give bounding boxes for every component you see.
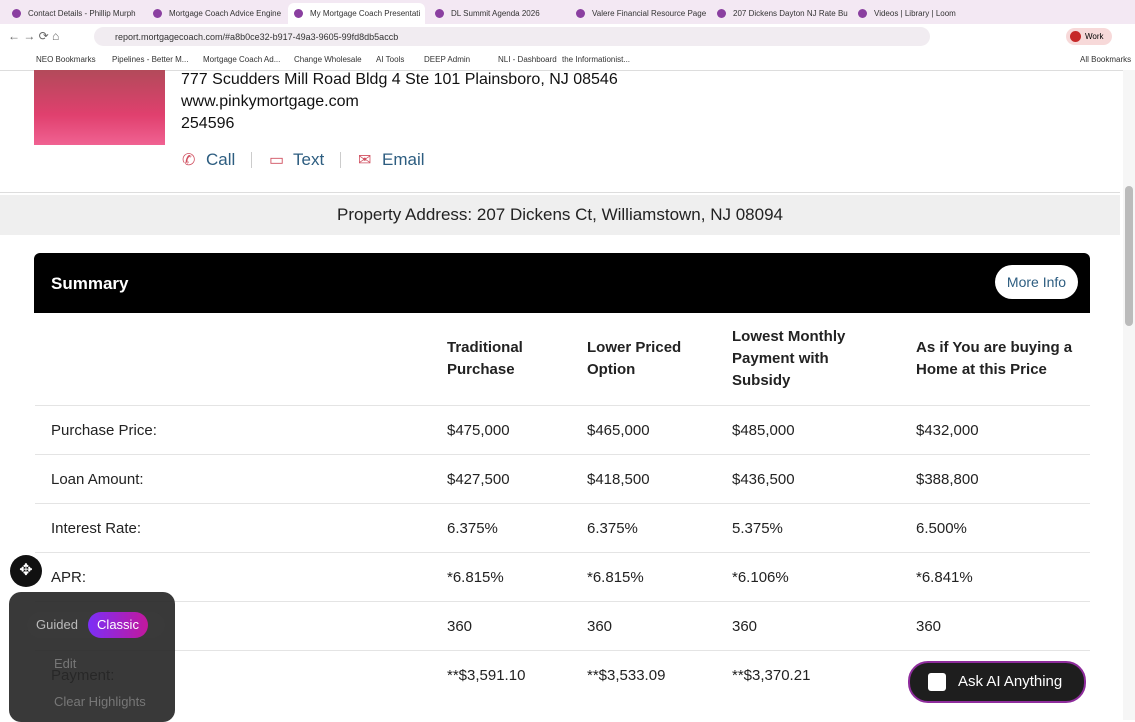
bookmark[interactable]: DEEP Admin [424,55,471,64]
cell-value: **$3,591.10 [447,667,526,684]
contact-action[interactable]: Email [382,150,425,169]
cell-value: $388,800 [916,471,979,488]
column-header: Traditional Purchase [447,339,523,378]
mode-guided[interactable]: Guided [36,617,78,632]
all-bookmarks[interactable]: All Bookmarks [1080,55,1132,64]
cell-value: *6.841% [916,569,973,586]
property-address: Property Address: 207 Dickens Ct, Willia… [0,195,1120,235]
summary-table: Traditional Purchase Lower Priced Option L… [0,313,1120,720]
cell-value: 6.375% [587,520,638,537]
tab-title: 207 Dickens Dayton NJ Rate Bu [733,9,848,18]
agent-photo [34,70,165,145]
cell-value: $418,500 [587,471,650,488]
bookmark[interactable]: AI Tools [376,55,405,64]
divider [0,192,1120,193]
browser-tab[interactable]: Mortgage Coach Advice Engine [147,3,284,24]
move-handle[interactable]: ✥ [10,555,42,587]
more-info-button[interactable]: More Info [995,265,1078,299]
tab-title: Contact Details - Phillip Murph [28,9,136,18]
cell-value: 360 [447,618,473,635]
bookmark[interactable]: NLI - Dashboard [498,55,557,64]
column-header: Lowest Monthly Payment with Subsidy [732,328,846,389]
action-icon: ✆ [182,152,196,169]
tab-title: Valere Financial Resource Page [592,9,707,18]
clear-highlights[interactable]: Clear Highlights [54,694,146,709]
column-header: As if You are buying a Home at this Pric… [916,339,1073,378]
cell-value: **$3,370.21 [732,667,811,684]
profile[interactable]: Work [1066,28,1112,45]
action-divider [340,152,341,168]
bookmark[interactable]: Change Wholesale [294,55,362,64]
column-header: Lower Priced Option [587,339,682,378]
table-row: Purchase Price: $475,000 $465,000 $485,000 $… [35,405,1090,455]
bookmark[interactable]: Mortgage Coach Ad... [203,55,281,64]
mode-classic[interactable]: Classic [88,612,148,638]
table-row: Interest Rate: 6.375% 6.375% 5.375% 6.500% [35,503,1090,553]
cell-value: 6.375% [447,520,498,537]
edit-button[interactable]: Edit [54,656,77,671]
bookmark[interactable]: Pipelines - Better M... [112,55,189,64]
browser-tab[interactable]: Videos | Library | Loom [852,3,989,24]
cell-value: $427,500 [447,471,510,488]
table-row: APR: *6.815% *6.815% *6.106% *6.841% [35,552,1090,602]
cell-value: $475,000 [447,422,510,439]
contact-address: 777 Scudders Mill Road Bldg 4 Ste 101 Pl… [181,71,618,88]
tab-title: Mortgage Coach Advice Engine [169,9,282,18]
row-label: APR: [51,569,87,586]
mode-toggle: Guided Classic [27,612,165,638]
tab-title: My Mortgage Coach Presentati [310,9,421,18]
browser-tab[interactable]: Valere Financial Resource Page [570,3,707,24]
browser-tab[interactable]: 207 Dickens Dayton NJ Rate Bu [711,3,848,24]
browser-tab[interactable]: My Mortgage Coach Presentati [288,3,425,24]
scrollbar[interactable] [1123,70,1135,720]
ask-ai-button[interactable]: Ask AI Anything [908,661,1086,703]
summary-title: Summary [51,274,129,293]
cell-value: 6.500% [916,520,967,537]
cell-value: $465,000 [587,422,650,439]
cell-value: *6.815% [447,569,504,586]
contact-nmls: 254596 [181,115,235,132]
cell-value: 360 [732,618,758,635]
contact-action[interactable]: Text [293,150,325,169]
contact-website[interactable]: www.pinkymortgage.com [181,93,359,110]
table-row: 360 360 360 360 [35,601,1090,651]
cell-value: *6.815% [587,569,644,586]
cell-value: *6.106% [732,569,789,586]
mode-panel: Guided Classic Edit Clear Highlights [9,592,175,722]
tab-title: DL Summit Agenda 2026 [451,9,540,18]
tab-bar: Contact Details - Phillip Murph Mortgage … [0,0,1135,24]
ai-icon [928,673,946,691]
row-label: Loan Amount: [51,471,144,488]
cell-value: $485,000 [732,422,795,439]
nav-buttons[interactable]: ← → ⟳ ⌂ [8,29,60,43]
cell-value: 5.375% [732,520,783,537]
cell-value: **$3,533.09 [587,667,666,684]
bookmarks-bar: All Bookmarks NEO Bookmarks Pipelines - B… [0,49,1135,71]
ask-ai-label: Ask AI Anything [958,673,1063,690]
table-row: Loan Amount: $427,500 $418,500 $436,500 $388… [35,454,1090,504]
bookmark[interactable]: the Informationist... [562,55,631,64]
browser-tab[interactable]: DL Summit Agenda 2026 [429,3,566,24]
url: report.mortgagecoach.com/#a8b0ce32-b917-… [115,32,399,42]
bookmark[interactable]: NEO Bookmarks [36,55,96,64]
action-icon: ✉ [358,152,372,169]
cell-value: 360 [916,618,942,635]
address-bar: ← → ⟳ ⌂ report.mortgagecoach.com/#a8b0ce… [0,24,1135,49]
action-divider [251,152,252,168]
tab-title: Videos | Library | Loom [874,9,956,18]
row-label: Interest Rate: [51,520,142,537]
browser-tab[interactable]: Contact Details - Phillip Murph [6,3,143,24]
summary-header: Summary More Info [34,253,1090,313]
cell-value: 360 [587,618,613,635]
profile-name: Work [1085,32,1104,41]
action-icon: ▭ [269,152,285,169]
cell-value: $436,500 [732,471,795,488]
cell-value: $432,000 [916,422,979,439]
omnibox[interactable] [94,27,930,46]
row-label: Purchase Price: [51,422,157,439]
contact-action[interactable]: Call [206,150,236,169]
